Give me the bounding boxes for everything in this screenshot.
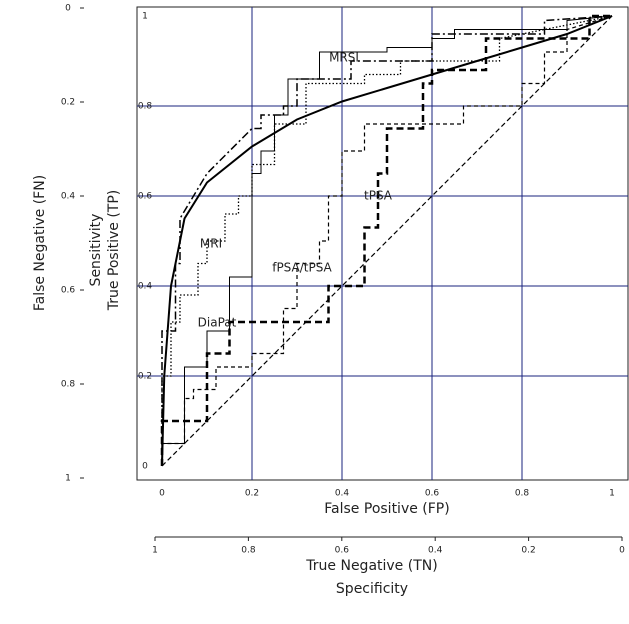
y-axis-label: True Positive (TP) <box>106 190 122 312</box>
x-tick-label: 1 <box>609 489 615 499</box>
fn-tick-label: 1 <box>65 474 71 484</box>
tn-tick-label: 0.2 <box>521 546 535 556</box>
tn-axis-label: Specificity <box>336 581 408 597</box>
y-tick-label: 0.6 <box>138 192 153 202</box>
fn-tick-label: 0.4 <box>61 192 76 202</box>
fn-tick-label: 0.8 <box>61 380 76 390</box>
x-tick-label: 0.8 <box>515 489 530 499</box>
y-axis-label: Sensitivity <box>88 214 104 287</box>
fn-tick-label: 0.2 <box>61 98 75 108</box>
tn-tick-label: 0.8 <box>241 546 256 556</box>
tn-tick-label: 0.4 <box>428 546 443 556</box>
fn-tick-label: 0 <box>65 4 71 14</box>
series-label: MRSI <box>329 51 359 65</box>
roc-curve <box>161 15 613 466</box>
x-tick-label: 0.2 <box>245 489 259 499</box>
x-tick-label: 0 <box>159 489 165 499</box>
roc-curve <box>160 14 612 466</box>
tn-axis-label: True Negative (TN) <box>305 558 437 574</box>
tn-tick-label: 0 <box>619 546 625 556</box>
y-tick-label: 0.4 <box>138 282 153 292</box>
series-label: fPSA/tPSA <box>272 261 332 275</box>
series-label: tPSA <box>364 189 393 203</box>
y-tick-label: 0 <box>142 462 148 472</box>
series-label: MRI <box>200 237 222 251</box>
tn-tick-label: 1 <box>152 546 158 556</box>
series-label: DiaPat <box>198 316 237 330</box>
roc-curve <box>161 15 613 466</box>
x-axis-label: False Positive (FP) <box>324 501 449 517</box>
roc-curve <box>161 15 613 467</box>
x-tick-label: 0.4 <box>335 489 350 499</box>
roc-curve <box>161 15 613 466</box>
tn-tick-label: 0.6 <box>335 546 350 556</box>
y-tick-label: 1 <box>142 12 148 22</box>
x-tick-label: 0.6 <box>425 489 440 499</box>
plot-frame <box>136 6 629 481</box>
fn-tick-label: 0.6 <box>61 286 76 296</box>
y-tick-label: 0.8 <box>138 102 153 112</box>
fn-axis-label: False Negative (FN) <box>32 175 48 311</box>
y-tick-label: 0.2 <box>138 372 152 382</box>
roc-curve <box>161 15 613 467</box>
